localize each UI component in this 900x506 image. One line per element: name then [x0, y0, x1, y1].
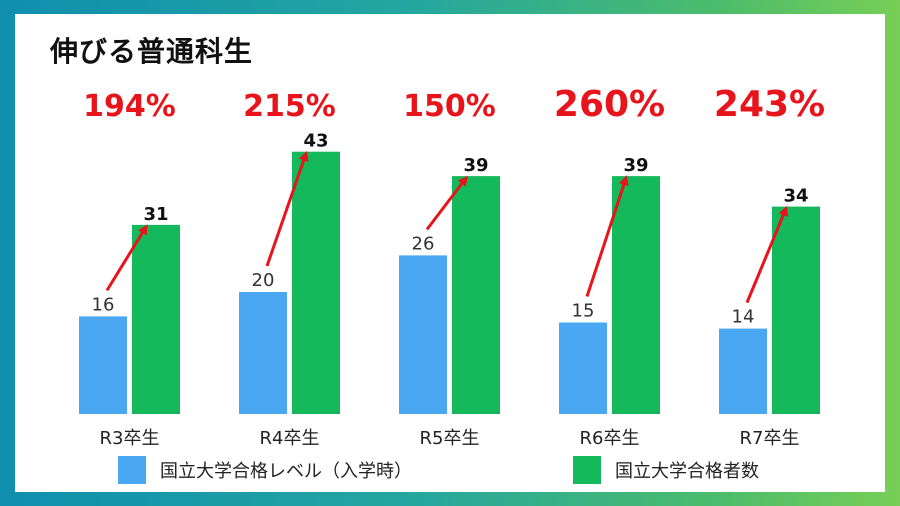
growth-percent-4: 260%: [554, 84, 665, 125]
value-label-level-2: 20: [252, 270, 275, 291]
bar-passers-1: [132, 224, 180, 414]
value-label-passers-2: 43: [303, 131, 328, 152]
bar-passers-5: [772, 206, 820, 414]
category-label-1: R3卒生: [100, 428, 160, 449]
value-label-level-1: 16: [92, 294, 115, 315]
legend-item-passers: 国立大学合格者数: [573, 456, 759, 484]
bar-passers-3: [452, 176, 500, 414]
category-label-4: R6卒生: [580, 428, 640, 449]
value-label-passers-3: 39: [463, 155, 488, 176]
growth-percent-2: 215%: [243, 89, 336, 124]
bar-level-2: [239, 292, 287, 414]
growth-percent-1: 194%: [83, 89, 176, 124]
growth-arrow-3: [425, 175, 468, 231]
value-label-level-3: 26: [412, 233, 435, 254]
growth-arrow-5: [745, 205, 788, 304]
growth-percent-5: 243%: [714, 84, 825, 125]
bar-passers-4: [612, 176, 660, 414]
value-label-passers-4: 39: [623, 155, 648, 176]
growth-percent-3: 150%: [403, 89, 496, 124]
legend-swatch-level: [118, 456, 146, 484]
value-label-level-4: 15: [572, 301, 595, 322]
bar-level-4: [559, 322, 607, 414]
value-label-passers-5: 34: [783, 186, 808, 207]
chart-title: 伸びる普通科生: [50, 35, 254, 68]
bar-passers-2: [292, 151, 340, 414]
legend-label-level: 国立大学合格レベル（入学時）: [160, 461, 412, 482]
value-label-level-5: 14: [732, 307, 755, 328]
category-label-3: R5卒生: [420, 428, 480, 449]
growth-arrow-4: [585, 175, 629, 297]
bar-level-3: [399, 255, 447, 414]
bar-level-1: [79, 316, 127, 414]
growth-arrow-1: [105, 224, 148, 292]
bar-level-5: [719, 328, 767, 414]
growth-arrow-2: [265, 150, 309, 267]
category-label-5: R7卒生: [740, 428, 800, 449]
legend-item-level: 国立大学合格レベル（入学時）: [118, 456, 412, 484]
legend-label-passers: 国立大学合格者数: [615, 461, 759, 482]
legend-swatch-passers: [573, 456, 601, 484]
category-label-2: R4卒生: [260, 428, 320, 449]
value-label-passers-1: 31: [143, 204, 168, 225]
